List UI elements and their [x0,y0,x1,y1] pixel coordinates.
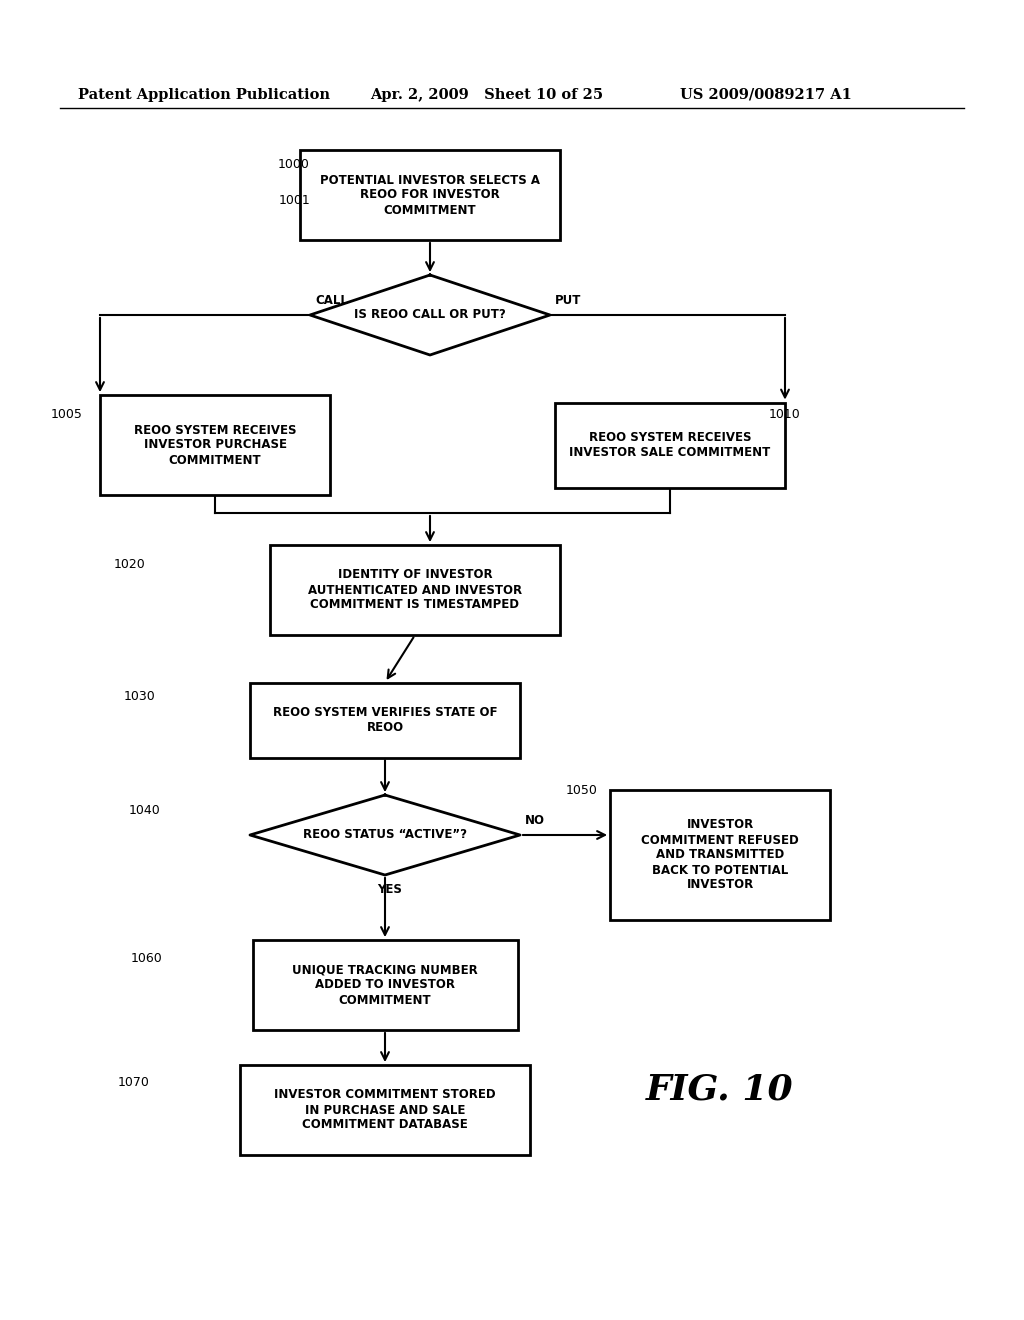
Text: 1040: 1040 [128,804,160,817]
Text: IDENTITY OF INVESTOR
AUTHENTICATED AND INVESTOR
COMMITMENT IS TIMESTAMPED: IDENTITY OF INVESTOR AUTHENTICATED AND I… [308,569,522,611]
Text: NO: NO [525,814,545,828]
Text: 1030: 1030 [123,690,155,704]
Text: REOO SYSTEM VERIFIES STATE OF
REOO: REOO SYSTEM VERIFIES STATE OF REOO [272,706,498,734]
Text: 1010: 1010 [768,408,800,421]
Text: FIG. 10: FIG. 10 [646,1073,794,1107]
FancyBboxPatch shape [270,545,560,635]
Text: 1060: 1060 [130,952,162,965]
Text: CALL: CALL [315,294,348,308]
Text: REOO SYSTEM RECEIVES
INVESTOR PURCHASE
COMMITMENT: REOO SYSTEM RECEIVES INVESTOR PURCHASE C… [134,424,296,466]
Text: UNIQUE TRACKING NUMBER
ADDED TO INVESTOR
COMMITMENT: UNIQUE TRACKING NUMBER ADDED TO INVESTOR… [292,964,478,1006]
Text: YES: YES [378,883,402,896]
FancyBboxPatch shape [250,682,520,758]
Text: 1070: 1070 [118,1076,150,1089]
Text: INVESTOR COMMITMENT STORED
IN PURCHASE AND SALE
COMMITMENT DATABASE: INVESTOR COMMITMENT STORED IN PURCHASE A… [274,1089,496,1131]
Text: INVESTOR
COMMITMENT REFUSED
AND TRANSMITTED
BACK TO POTENTIAL
INVESTOR: INVESTOR COMMITMENT REFUSED AND TRANSMIT… [641,818,799,891]
FancyBboxPatch shape [555,403,785,487]
FancyBboxPatch shape [610,789,830,920]
Text: REOO STATUS “ACTIVE”?: REOO STATUS “ACTIVE”? [303,829,467,842]
Text: 1000: 1000 [279,158,310,172]
Text: POTENTIAL INVESTOR SELECTS A
REOO FOR INVESTOR
COMMITMENT: POTENTIAL INVESTOR SELECTS A REOO FOR IN… [319,173,540,216]
FancyBboxPatch shape [240,1065,530,1155]
Text: 1001: 1001 [279,194,310,206]
Text: Patent Application Publication: Patent Application Publication [78,88,330,102]
Polygon shape [310,275,550,355]
FancyBboxPatch shape [253,940,517,1030]
FancyBboxPatch shape [100,395,330,495]
Text: IS REOO CALL OR PUT?: IS REOO CALL OR PUT? [354,309,506,322]
Text: Apr. 2, 2009   Sheet 10 of 25: Apr. 2, 2009 Sheet 10 of 25 [370,88,603,102]
Text: 1050: 1050 [566,784,598,796]
Text: REOO SYSTEM RECEIVES
INVESTOR SALE COMMITMENT: REOO SYSTEM RECEIVES INVESTOR SALE COMMI… [569,432,771,459]
FancyBboxPatch shape [300,150,560,240]
Text: 1020: 1020 [114,558,145,572]
Text: PUT: PUT [555,294,582,308]
Text: 1005: 1005 [51,408,83,421]
Polygon shape [250,795,520,875]
Text: US 2009/0089217 A1: US 2009/0089217 A1 [680,88,852,102]
